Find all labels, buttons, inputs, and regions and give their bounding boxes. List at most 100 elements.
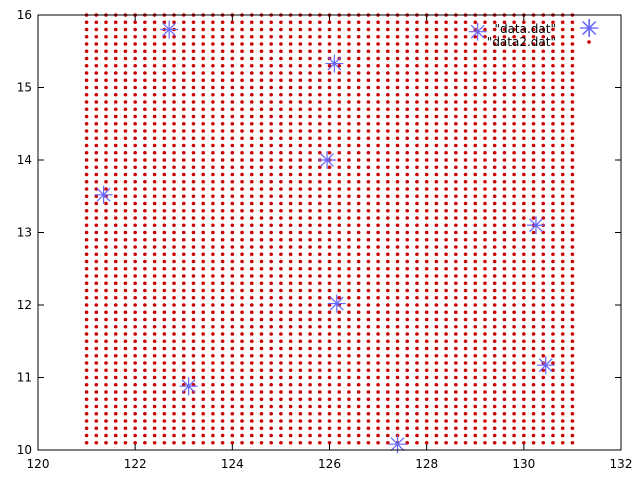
- data2-point: [113, 339, 118, 344]
- data2-point: [172, 71, 176, 75]
- data2-point: [356, 85, 361, 90]
- data2-point: [327, 390, 332, 394]
- data2-point: [298, 129, 303, 133]
- data2-point: [123, 194, 128, 199]
- data2-point: [454, 419, 458, 423]
- data2-point: [249, 27, 254, 32]
- data2-point: [113, 245, 118, 249]
- data2-point: [570, 324, 575, 329]
- data2-point: [181, 266, 186, 271]
- data2-point: [522, 201, 526, 206]
- data2-point: [269, 419, 274, 423]
- data2-point: [181, 332, 186, 336]
- data2-point: [84, 85, 89, 90]
- data2-point: [84, 252, 89, 257]
- data2-point: [444, 63, 448, 68]
- data2-point: [434, 114, 439, 119]
- data2-point: [104, 216, 108, 220]
- data2-point: [502, 346, 507, 351]
- data2-point: [415, 346, 419, 351]
- data2-point: [434, 440, 439, 445]
- data2-point: [123, 34, 128, 39]
- data2-point: [395, 150, 400, 155]
- data2-point: [463, 295, 468, 300]
- data2-point: [162, 208, 167, 213]
- data2-point: [444, 303, 448, 307]
- data2-point: [463, 281, 468, 286]
- data2-point: [512, 20, 516, 25]
- data2-point: [531, 49, 536, 54]
- data2-point: [249, 34, 254, 39]
- data2-point: [570, 397, 575, 402]
- data2-point: [454, 288, 458, 293]
- data2-point: [308, 245, 312, 249]
- data2-point: [522, 49, 526, 54]
- data2-point: [522, 92, 526, 97]
- data2-point: [454, 208, 458, 213]
- data2-point: [181, 404, 186, 409]
- data2-point: [347, 179, 351, 184]
- data2-point: [181, 375, 186, 380]
- data2-point: [492, 288, 497, 293]
- data2-point: [84, 49, 89, 54]
- data2-point: [570, 129, 575, 133]
- data2-point: [327, 216, 332, 220]
- data2-point: [424, 194, 429, 199]
- data2-point: [113, 27, 118, 32]
- data2-point: [230, 375, 235, 380]
- data2-point: [104, 100, 108, 104]
- data2-point: [279, 179, 283, 184]
- data2-point: [386, 20, 390, 25]
- data2-point: [308, 332, 312, 336]
- data2-point: [288, 274, 293, 278]
- data2-point: [386, 411, 390, 416]
- data2-point: [279, 281, 283, 286]
- data2-point: [444, 426, 448, 431]
- data2-point: [317, 85, 322, 90]
- data2-point: [308, 266, 312, 271]
- data2-point: [191, 114, 196, 119]
- data2-point: [317, 339, 322, 344]
- data2-point: [230, 56, 235, 61]
- data2-point: [405, 397, 410, 402]
- data2-point: [113, 49, 118, 54]
- data2-point: [356, 361, 361, 365]
- data2-point: [463, 382, 468, 387]
- data2-point: [279, 419, 283, 423]
- data2-point: [337, 27, 342, 32]
- data2-point: [288, 404, 293, 409]
- data2-point: [162, 143, 167, 148]
- data2-point: [522, 411, 526, 416]
- data2-point: [123, 71, 128, 75]
- data2-point: [172, 382, 176, 387]
- data2-point: [259, 92, 264, 97]
- data2-point: [551, 136, 555, 141]
- data2-point: [94, 382, 99, 387]
- data2-point: [502, 56, 507, 61]
- data2-point: [113, 353, 118, 358]
- data2-point: [434, 339, 439, 344]
- data2-point: [279, 121, 283, 126]
- data2-point: [172, 317, 176, 322]
- data2-point: [279, 143, 283, 148]
- data2-point: [104, 274, 108, 278]
- data2-point: [483, 208, 487, 213]
- data2-point: [133, 158, 137, 162]
- data2-point: [143, 281, 147, 286]
- data2-point: [143, 353, 147, 358]
- data2-point: [133, 397, 137, 402]
- data2-point: [113, 92, 118, 97]
- data2-point: [483, 245, 487, 249]
- data2-point: [104, 208, 108, 213]
- data2-point: [551, 295, 555, 300]
- data2-point: [94, 317, 99, 322]
- data2-point: [143, 129, 147, 133]
- data2-point: [152, 237, 157, 242]
- data2-point: [172, 281, 176, 286]
- data2-point: [298, 143, 303, 148]
- data2-point: [288, 34, 293, 39]
- data2-point: [454, 237, 458, 242]
- data2-point: [133, 85, 137, 90]
- data2-point: [288, 63, 293, 68]
- data2-point: [172, 114, 176, 119]
